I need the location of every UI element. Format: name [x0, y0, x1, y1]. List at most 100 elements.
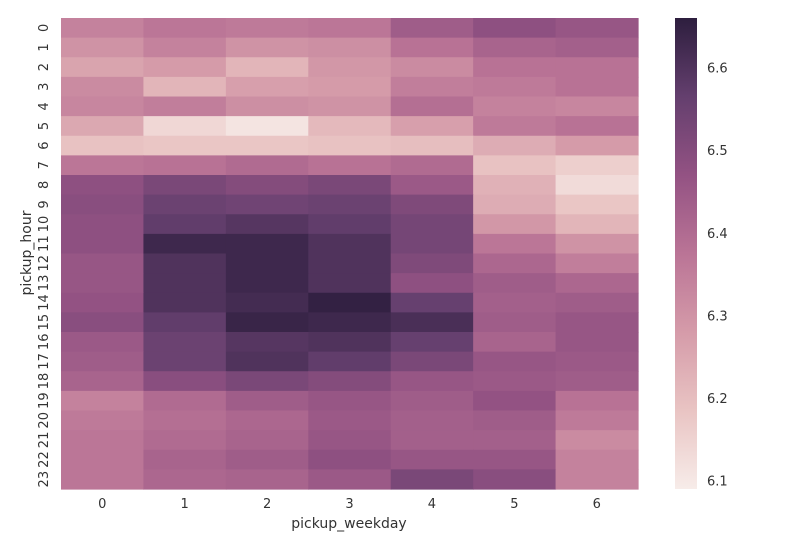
x-tick-label: 5	[510, 497, 518, 512]
heatmap-cell	[225, 57, 309, 78]
heatmap-cell	[308, 371, 392, 392]
heatmap-cell	[555, 449, 639, 470]
heatmap-cell	[555, 18, 639, 39]
heatmap-cell	[61, 430, 145, 451]
y-tick-label: 8	[37, 181, 52, 189]
y-tick-label: 7	[37, 161, 52, 169]
heatmap-cell	[61, 312, 145, 333]
heatmap-cell	[390, 18, 474, 39]
heatmap-cell	[473, 292, 557, 313]
heatmap-cell	[61, 194, 145, 215]
heatmap-cell	[61, 292, 145, 313]
heatmap-cell	[61, 449, 145, 470]
heatmap-cell	[390, 390, 474, 412]
heatmap-cell	[473, 253, 557, 274]
heatmap-cell	[308, 312, 392, 333]
heatmap-cell	[555, 351, 639, 372]
heatmap-cell	[308, 116, 392, 137]
heatmap-cell	[143, 76, 227, 98]
y-tick-label: 3	[37, 83, 52, 91]
heatmap-cell	[390, 332, 474, 353]
heatmap-cell	[555, 469, 639, 490]
heatmap-cell	[308, 18, 392, 39]
heatmap-cell	[555, 116, 639, 137]
heatmap-cell	[61, 469, 145, 490]
heatmap-cell	[308, 410, 392, 431]
heatmap-cell	[61, 390, 145, 412]
heatmap-cell	[225, 194, 309, 215]
x-tick-label: 6	[593, 497, 601, 512]
heatmap-cell	[473, 214, 557, 235]
x-tick-label: 4	[428, 497, 436, 512]
heatmap-cell	[555, 175, 639, 196]
heatmap-cell	[308, 155, 392, 176]
heatmap-cell	[390, 155, 474, 176]
heatmap-cell	[390, 312, 474, 333]
heatmap-cell	[473, 273, 557, 294]
heatmap-cell	[308, 449, 392, 470]
heatmap-cell	[225, 371, 309, 392]
heatmap-cell	[473, 332, 557, 353]
heatmap-cell	[61, 410, 145, 431]
heatmap-cell	[225, 116, 309, 137]
y-tick-label: 13	[37, 275, 52, 292]
y-tick-label: 17	[37, 353, 52, 370]
y-tick-label: 21	[37, 432, 52, 449]
heatmap-cell	[61, 332, 145, 353]
heatmap-cell	[225, 469, 309, 490]
heatmap-cell	[390, 273, 474, 294]
heatmap-cell	[390, 37, 474, 58]
heatmap-cell	[555, 57, 639, 78]
heatmap-cell	[473, 116, 557, 137]
heatmap-cell	[61, 37, 145, 58]
y-tick-label: 23	[37, 471, 52, 488]
y-tick-label: 18	[37, 373, 52, 390]
heatmap-cell	[390, 253, 474, 274]
heatmap-cell	[555, 194, 639, 215]
heatmap-cell	[308, 390, 392, 412]
y-tick-label: 1	[37, 43, 52, 51]
x-tick-label: 1	[181, 497, 189, 512]
y-axis-label: pickup_hour	[19, 210, 35, 295]
heatmap-cell	[555, 233, 639, 255]
heatmap-cell	[308, 135, 392, 156]
heatmap-cell	[390, 430, 474, 451]
heatmap-cell	[555, 410, 639, 431]
heatmap-cell	[390, 410, 474, 431]
y-tick-label: 5	[37, 122, 52, 130]
colorbar-tick-labels: 6.1 6.2 6.3 6.4 6.5 6.6	[707, 62, 728, 490]
y-tick-label: 20	[37, 412, 52, 429]
heatmap-cell	[225, 390, 309, 412]
heatmap-cell	[308, 194, 392, 215]
heatmap-cell	[143, 430, 227, 451]
colorbar-tick-label: 6.1	[707, 475, 728, 490]
y-tick-label: 2	[37, 63, 52, 71]
heatmap-cell	[390, 292, 474, 313]
heatmap-cell	[225, 410, 309, 431]
heatmap-cell	[473, 135, 557, 156]
heatmap-cell	[308, 175, 392, 196]
heatmap-cell	[473, 449, 557, 470]
heatmap-cell	[143, 410, 227, 431]
x-tick-label: 0	[98, 497, 106, 512]
heatmap-cell	[143, 18, 227, 39]
y-tick-label: 4	[37, 102, 52, 110]
heatmap-cell	[555, 76, 639, 98]
y-tick-label: 15	[37, 314, 52, 331]
heatmap-cell	[390, 135, 474, 156]
heatmap-cell	[61, 233, 145, 255]
heatmap-cell	[225, 351, 309, 372]
heatmap-cell	[61, 135, 145, 156]
heatmap-cell	[473, 57, 557, 78]
heatmap-cell	[473, 175, 557, 196]
x-tick-label: 2	[263, 497, 271, 512]
heatmap-cell	[143, 351, 227, 372]
heatmap-cell	[390, 96, 474, 117]
y-tick-label: 16	[37, 334, 52, 351]
heatmap-cell	[473, 351, 557, 372]
heatmap-cell	[473, 37, 557, 58]
heatmap-cell	[143, 292, 227, 313]
heatmap-cell	[143, 390, 227, 412]
heatmap-cell	[555, 135, 639, 156]
